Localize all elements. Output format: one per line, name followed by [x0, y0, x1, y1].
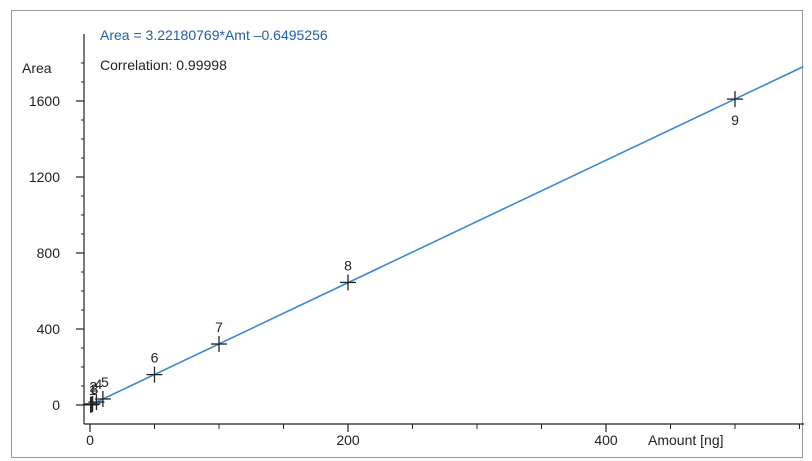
y-tick-label: 400 [37, 321, 61, 337]
chart-frame [11, 10, 803, 458]
point-label: 7 [215, 319, 223, 335]
x-tick-label: 0 [86, 432, 94, 448]
data-point: 9 [727, 91, 743, 128]
point-label: 3 [91, 381, 99, 397]
data-point: 5 [94, 374, 111, 407]
point-label: 4 [95, 376, 103, 392]
y-tick-label: 1200 [29, 169, 60, 185]
x-tick-label: 200 [336, 432, 360, 448]
y-tick-label: 800 [37, 245, 61, 261]
x-axis-title: Amount [ng] [648, 432, 724, 448]
point-label: 6 [151, 350, 159, 366]
y-tick-label: 0 [52, 397, 60, 413]
data-point: 7 [211, 319, 227, 353]
fit-line [89, 65, 804, 406]
data-point: 6 [146, 350, 163, 383]
point-label: 9 [731, 112, 739, 128]
y-tick-label: 1600 [29, 93, 60, 109]
point-label: 8 [344, 257, 352, 273]
point-label: 2 [89, 379, 97, 395]
axes: 0 400 800 1200 1600 0 200 400 [29, 34, 804, 448]
point-label: 5 [101, 374, 109, 390]
y-axis-title: Area [22, 60, 52, 76]
data-point: 8 [340, 257, 356, 291]
x-tick-label: 400 [594, 432, 618, 448]
fit-equation: Area = 3.22180769*Amt –0.6495256 [100, 27, 328, 43]
correlation-label: Correlation: 0.99998 [100, 57, 227, 73]
data-point: 3 [84, 381, 101, 412]
fit-line-group [89, 65, 804, 406]
data-point: 4 [88, 376, 105, 411]
point-label: 1 [89, 382, 97, 398]
